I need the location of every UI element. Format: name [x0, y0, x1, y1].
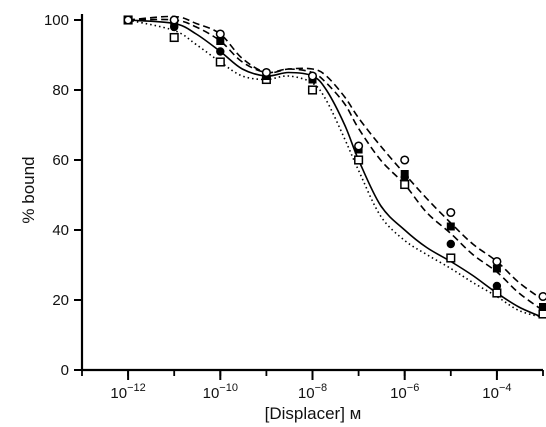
series-3-filled-square-point: [216, 37, 225, 45]
series-4-open-circle-point: [492, 256, 502, 267]
x-tick-label: 10−10: [203, 382, 238, 402]
y-tick-label: 80: [52, 82, 69, 99]
series-1-solid-curve: [128, 19, 544, 319]
series-4-open-circle-point: [446, 207, 456, 218]
series-1-filled-circle-point: [492, 281, 502, 291]
series-1-filled-circle-point: [216, 47, 225, 56]
y-tick-label: 100: [44, 12, 69, 29]
series-2-open-square-point: [538, 309, 546, 319]
series-2-open-square-point: [215, 57, 225, 67]
series-4-open-circle-point: [169, 15, 179, 25]
series-4-open-circle-point: [538, 291, 546, 302]
series-1-filled-circle-point: [446, 239, 455, 249]
data-markers: [123, 15, 546, 319]
y-axis-label: % bound: [19, 156, 38, 223]
series-2-dotted-curve: [127, 19, 544, 319]
series-2-open-square-point: [169, 32, 179, 43]
series-3-filled-square-point: [539, 303, 546, 311]
x-tick-label: 10−4: [482, 382, 511, 402]
series-4-dashed-curve: [128, 15, 544, 301]
y-tick-label: 60: [52, 152, 69, 169]
series-2-open-square-point: [400, 179, 410, 190]
series-4-open-circle-point: [261, 67, 271, 78]
x-tick-label: 10−12: [110, 382, 145, 402]
x-tick-label: 10−8: [298, 382, 327, 402]
axes: 0 20 40 60 80 100 10−12 10−10 10−8 10−6 10−4: [44, 12, 544, 402]
series-4-open-circle-point: [215, 29, 225, 39]
y-tick-label: 0: [61, 362, 69, 379]
series-2-open-square-point: [354, 155, 364, 165]
series-4-open-circle-point: [400, 155, 410, 165]
series-2-open-square-point: [446, 253, 456, 263]
y-tick-label: 40: [52, 222, 69, 239]
series-3-dashed-curve: [128, 18, 544, 312]
fit-curves: [127, 15, 544, 319]
series-4-open-circle-point: [307, 71, 318, 81]
series-3-filled-square-point: [400, 170, 409, 178]
series-3-filled-square-point: [446, 222, 455, 231]
series-2-open-square-point: [492, 288, 502, 298]
series-2-open-square-point: [307, 85, 318, 95]
x-axis-label: [Displacer] м: [265, 404, 362, 423]
x-tick-label: 10−6: [390, 382, 419, 402]
series-4-open-circle-point: [354, 141, 364, 151]
series-4-open-circle-point: [123, 15, 133, 25]
y-tick-label: 20: [52, 292, 69, 309]
series-3-filled-square-point: [492, 264, 501, 273]
